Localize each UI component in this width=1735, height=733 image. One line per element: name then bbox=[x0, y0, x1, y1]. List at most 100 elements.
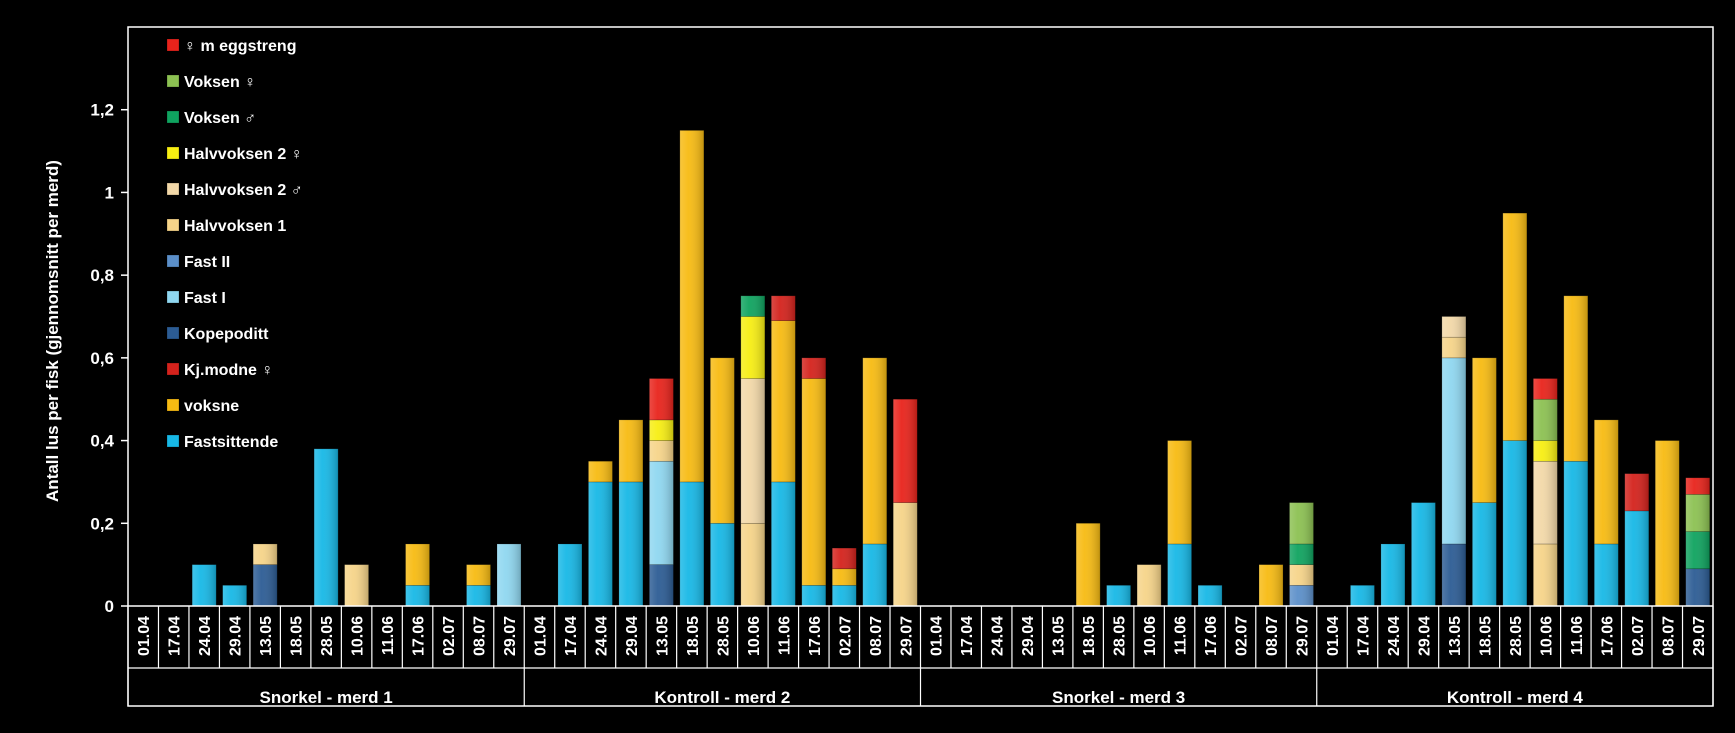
x-tick-label: 01.04 bbox=[1325, 616, 1342, 656]
bar-segment-shine bbox=[1411, 502, 1436, 606]
bar-stack bbox=[771, 295, 796, 607]
bar-stack bbox=[1075, 522, 1101, 607]
legend-swatch bbox=[166, 326, 180, 340]
bar-segment-shine bbox=[314, 448, 339, 606]
legend-label: Fastsittende bbox=[184, 434, 278, 451]
bar-segment-shine bbox=[1594, 419, 1619, 544]
bar-stack bbox=[1167, 440, 1192, 607]
legend-item: Halvvoksen 2 ♀ bbox=[166, 146, 303, 163]
legend-label: Voksen ♂ bbox=[184, 110, 256, 127]
bar-segment-shine bbox=[710, 523, 735, 606]
x-tick-label: 17.06 bbox=[807, 616, 824, 656]
x-tick-label: 29.07 bbox=[1295, 616, 1312, 656]
bar-stack bbox=[588, 460, 613, 607]
bar-stack bbox=[801, 357, 827, 607]
x-tick-label: 17.06 bbox=[1599, 616, 1616, 656]
x-axis: 01.04 17.04 24.04 29.04 13.05 18.05 28.05 10.06… bbox=[127, 605, 1714, 707]
x-tick-label: 11.06 bbox=[380, 616, 397, 655]
bar-stack bbox=[496, 543, 522, 607]
bar-segment-shine bbox=[893, 502, 918, 606]
x-tick-label: 17.06 bbox=[1203, 616, 1220, 656]
bar-segment-shine bbox=[1502, 213, 1527, 441]
legend-label: Halvvoksen 2 ♀ bbox=[184, 146, 303, 163]
bar-segment-shine bbox=[497, 543, 522, 606]
y-axis-ticks: 0 0,2 0,4 0,6 0,8 1 1,2 bbox=[90, 101, 128, 616]
y-axis-title-group: Antall lus per fisk (gjennomsnitt per me… bbox=[43, 160, 62, 502]
legend-swatch bbox=[166, 218, 180, 232]
x-tick-label: 11.06 bbox=[776, 616, 793, 655]
bar-segment-shine bbox=[253, 564, 278, 606]
bar-segment-shine bbox=[1289, 564, 1314, 586]
legend-item: Halvvoksen 1 bbox=[166, 218, 286, 235]
legend: ♀ m eggstreng Voksen ♀ Voksen ♂ Halvvoksen … bbox=[166, 38, 303, 451]
x-tick-label: 02.07 bbox=[837, 616, 854, 656]
x-tick-label: 29.07 bbox=[502, 616, 519, 656]
x-tick-label: 18.05 bbox=[289, 616, 306, 656]
bar-segment-shine bbox=[588, 481, 613, 606]
bar-stack bbox=[1533, 378, 1558, 607]
bar-segment-shine bbox=[1289, 502, 1314, 544]
legend-item: Fast II bbox=[166, 254, 230, 271]
group-label: Snorkel - merd 3 bbox=[1052, 688, 1185, 707]
bar-segment-shine bbox=[679, 481, 704, 606]
legend-swatch bbox=[166, 362, 180, 376]
bar-stack bbox=[191, 564, 217, 607]
x-tick-label: 13.05 bbox=[654, 616, 671, 656]
bar-segment-shine bbox=[740, 378, 765, 524]
bar-segment-shine bbox=[801, 378, 826, 586]
bar-segment-shine bbox=[1167, 543, 1192, 606]
bar-stack bbox=[252, 543, 278, 607]
bar-stack bbox=[344, 564, 369, 607]
bar-segment-shine bbox=[1533, 461, 1558, 544]
bar-segment-shine bbox=[192, 564, 217, 606]
x-tick-label: 17.04 bbox=[959, 616, 976, 656]
x-tick-label: 17.06 bbox=[411, 616, 428, 656]
bar-segment-shine bbox=[1533, 378, 1558, 400]
y-tick-label: 1,2 bbox=[90, 101, 114, 120]
bar-segment-shine bbox=[862, 543, 887, 606]
bar-segment-shine bbox=[710, 357, 735, 524]
legend-item: Voksen ♀ bbox=[166, 74, 256, 91]
y-axis-title: Antall lus per fisk (gjennomsnitt per me… bbox=[43, 160, 62, 502]
bar-segment-shine bbox=[618, 419, 643, 482]
bar-stack bbox=[1441, 316, 1467, 607]
y-tick-label: 0,8 bbox=[90, 266, 114, 285]
x-tick-label: 29.07 bbox=[898, 616, 915, 656]
legend-swatch bbox=[166, 254, 180, 268]
x-tick-label: 01.04 bbox=[136, 616, 153, 656]
legend-label: Kopepoditt bbox=[184, 326, 269, 343]
bar-segment-shine bbox=[588, 461, 613, 482]
bar-stack bbox=[649, 378, 674, 607]
bar-segment-shine bbox=[649, 440, 674, 462]
bar-segment-shine bbox=[1259, 564, 1284, 606]
bar-segment-shine bbox=[1106, 585, 1131, 606]
x-tick-label: 08.07 bbox=[472, 616, 489, 656]
bar-segment-shine bbox=[1472, 502, 1497, 606]
bar-segment-shine bbox=[832, 568, 857, 586]
bar-stack bbox=[1563, 295, 1589, 607]
bar-stack bbox=[679, 130, 705, 607]
bar-segment-shine bbox=[771, 481, 796, 606]
x-tick-label: 18.05 bbox=[1477, 616, 1494, 656]
legend-item: Kopepoditt bbox=[166, 326, 269, 343]
bar-segment-shine bbox=[1167, 440, 1192, 544]
bar-stack bbox=[1685, 477, 1711, 607]
bar-segment-shine bbox=[1655, 440, 1680, 606]
bar-segment-shine bbox=[1441, 543, 1466, 606]
x-tick-label: 28.05 bbox=[715, 616, 732, 656]
bar-stack bbox=[1258, 564, 1284, 607]
x-tick-label: 01.04 bbox=[929, 616, 946, 656]
bar-stack bbox=[1411, 502, 1436, 607]
y-tick-label: 0,6 bbox=[90, 349, 114, 368]
bar-segment-shine bbox=[344, 564, 369, 606]
x-tick-label: 11.06 bbox=[1569, 616, 1586, 655]
legend-label: Halvvoksen 1 bbox=[184, 218, 286, 235]
x-tick-label: 02.07 bbox=[1234, 616, 1251, 656]
bar-stack bbox=[1289, 502, 1314, 607]
bar-stack bbox=[1136, 564, 1162, 607]
bar-stack bbox=[405, 543, 430, 607]
legend-swatch bbox=[166, 110, 180, 124]
x-tick-label: 29.07 bbox=[1691, 616, 1708, 656]
bar-segment-shine bbox=[1624, 510, 1649, 606]
bar-segment-shine bbox=[1533, 440, 1558, 462]
